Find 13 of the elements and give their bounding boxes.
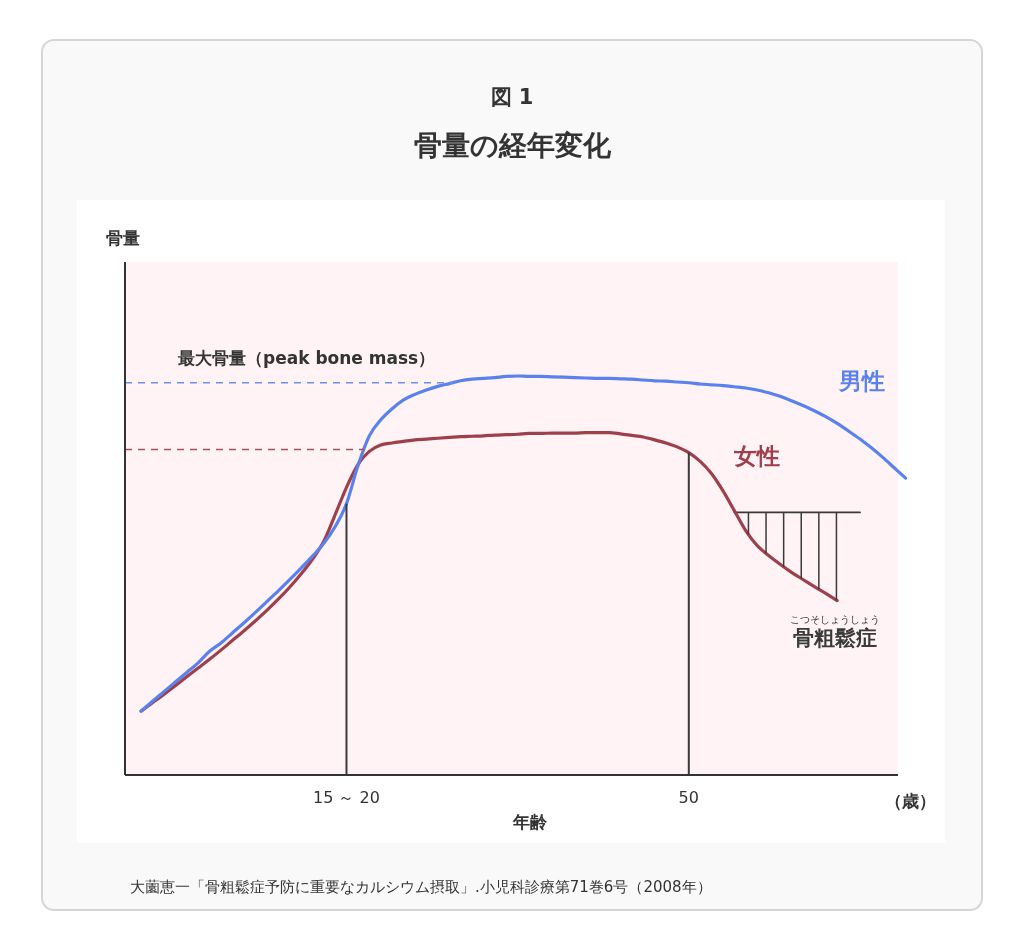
annotation: こつそしょうしょう <box>789 613 880 625</box>
text: 骨粗鬆症 <box>792 625 877 650</box>
x-tick-label: 15 ～ 20 <box>313 787 380 807</box>
chart-title: 図 1 <box>490 85 534 109</box>
x-tick-label: 50 <box>678 787 699 807</box>
series-label: 男性 <box>837 368 885 395</box>
chart-subtitle: 骨量の経年変化 <box>413 128 612 162</box>
text: （歳） <box>884 791 936 811</box>
text: 骨量 <box>106 228 140 248</box>
x-axis-title: 年齢 <box>512 812 548 832</box>
series-label: 女性 <box>733 442 781 469</box>
text: 大薗恵一「骨粗鬆症予防に重要なカルシウム摂取」.小児科診療第71巻6号（2008年） <box>130 878 712 896</box>
ref-line-label: 最大骨量（peak bone mass） <box>177 347 436 368</box>
